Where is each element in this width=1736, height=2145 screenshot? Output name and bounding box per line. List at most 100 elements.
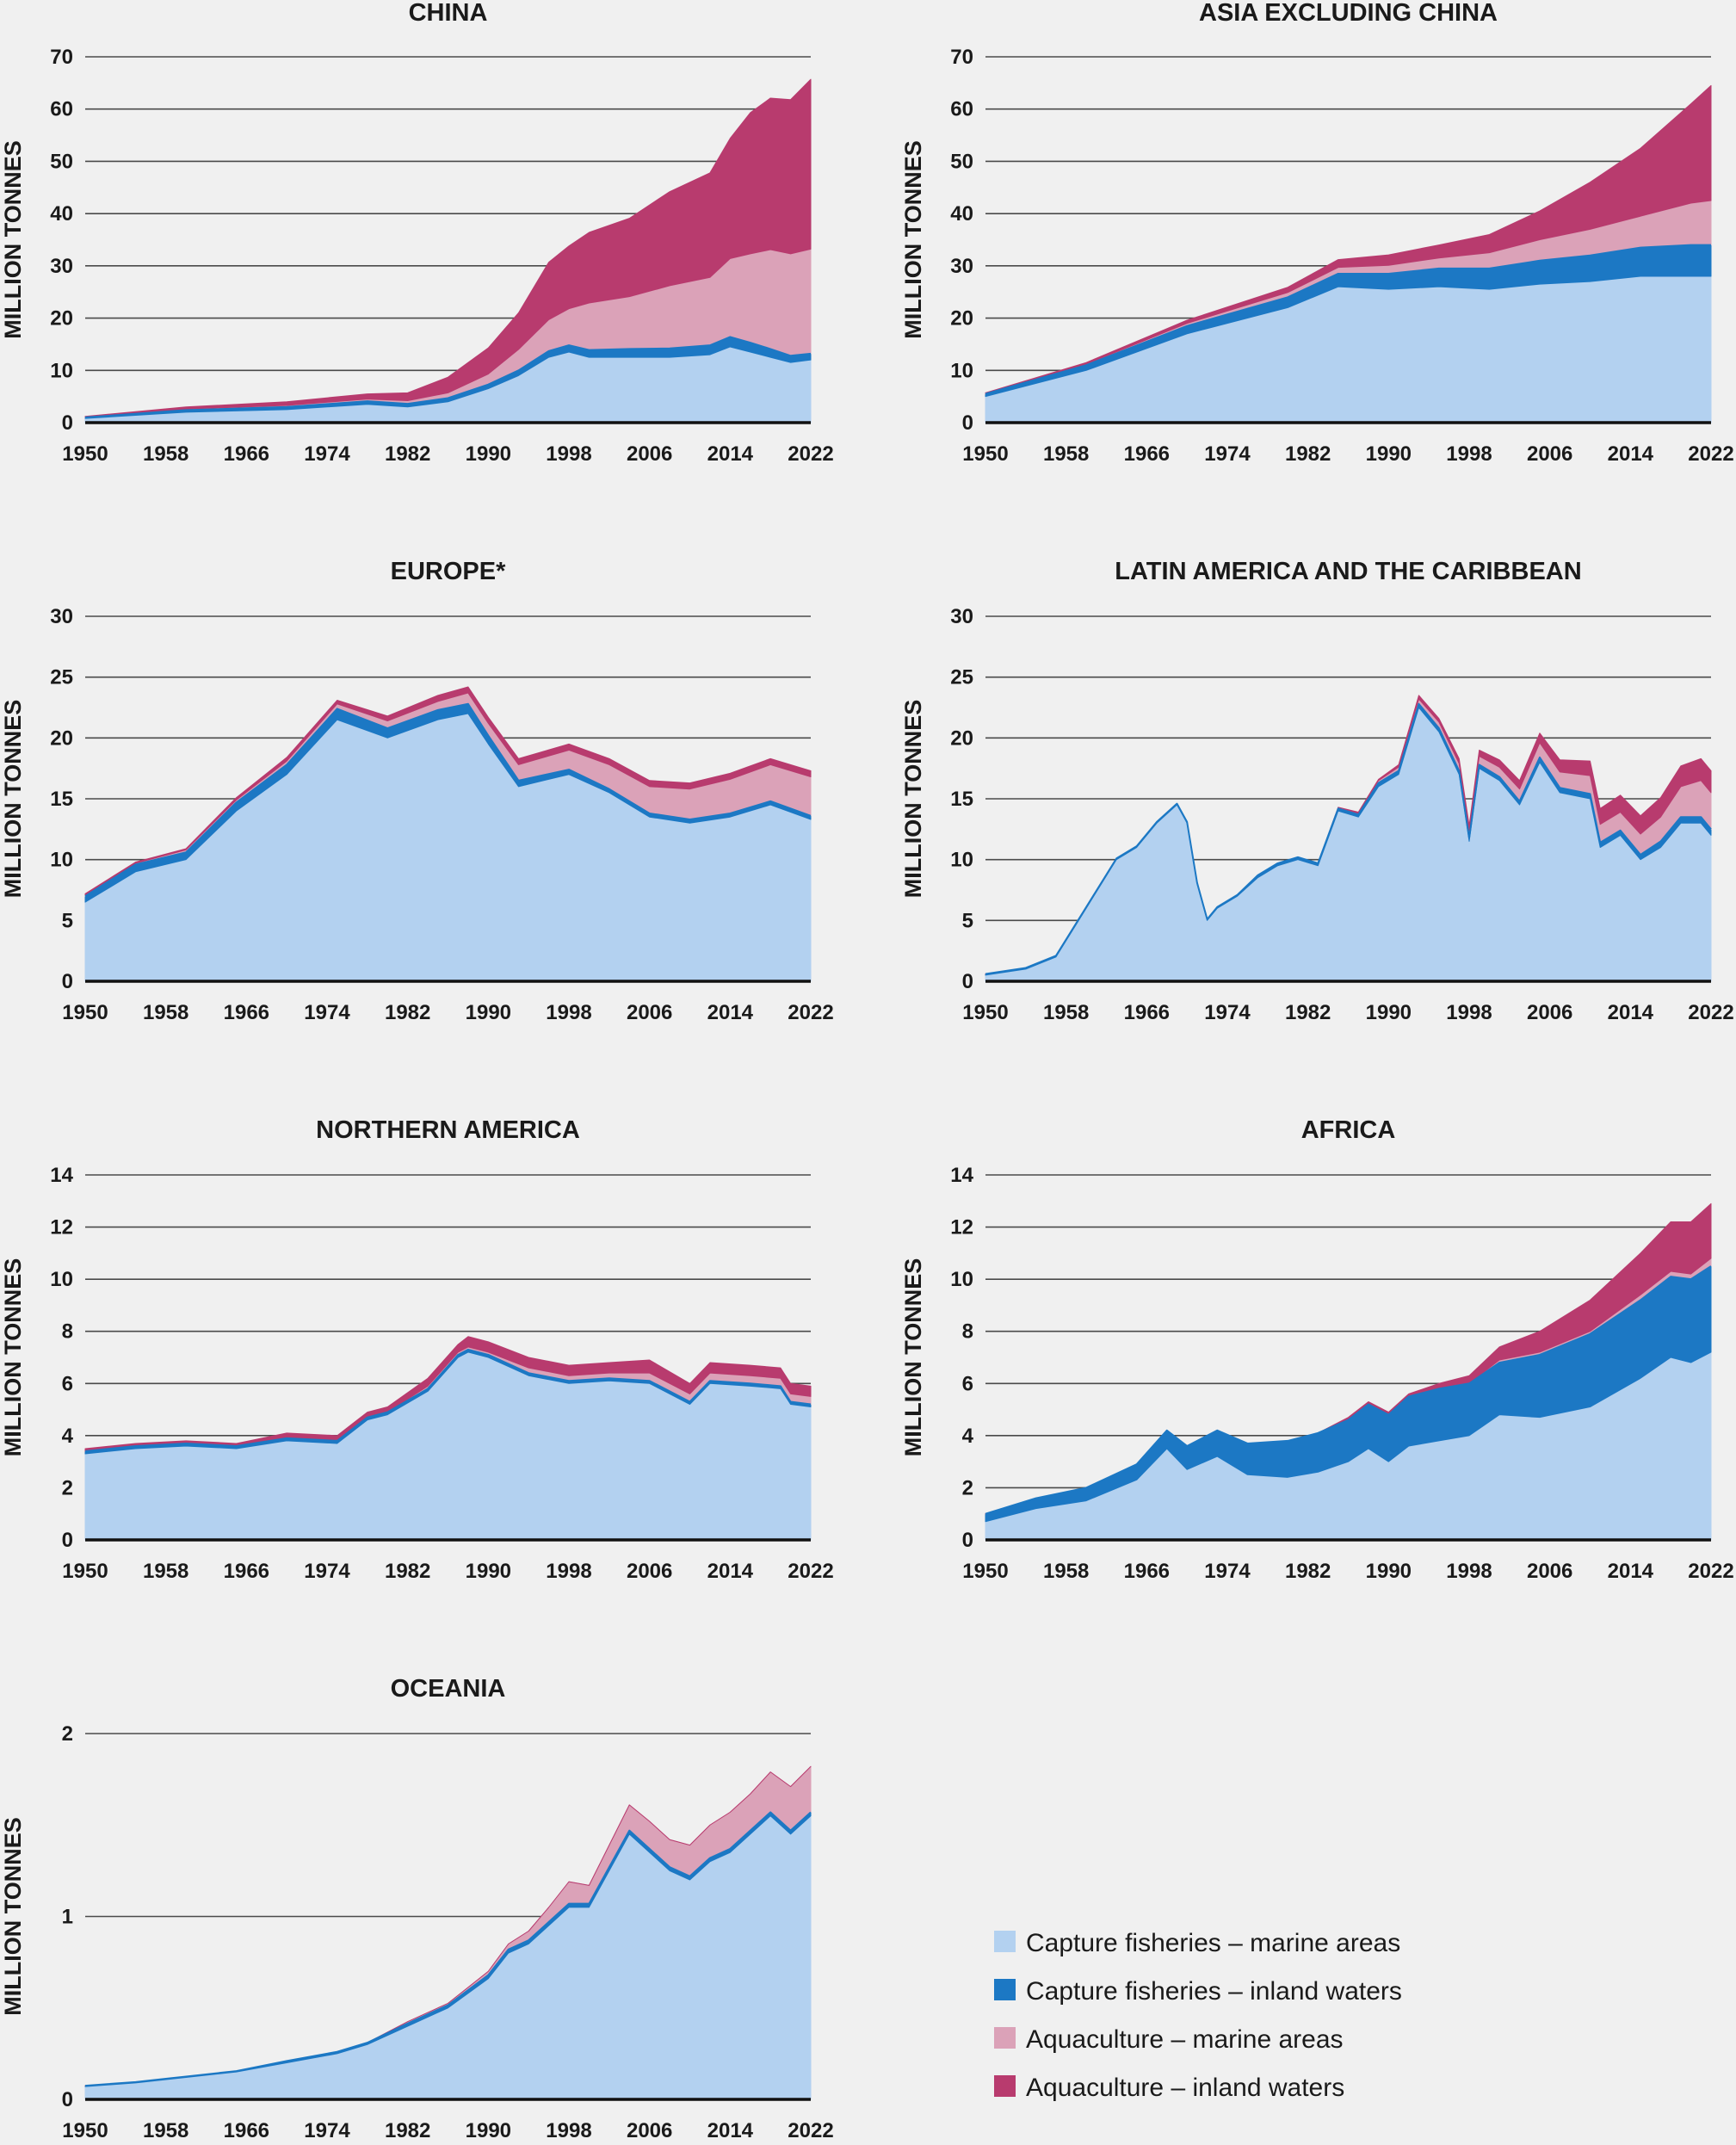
y-tick-label: 70 <box>50 46 73 69</box>
capture-total-line <box>84 1348 812 1453</box>
y-tick-label: 0 <box>62 1529 73 1552</box>
x-tick-label: 2006 <box>1527 1001 1572 1024</box>
legend-label-inland-capture: Capture fisheries – inland waters <box>1026 1977 1402 2006</box>
y-tick-label: 20 <box>50 726 73 750</box>
x-tick-label: 1958 <box>143 2119 188 2142</box>
x-tick-label: 1950 <box>62 2119 108 2142</box>
y-tick-label: 12 <box>950 1216 973 1239</box>
y-tick-label: 30 <box>50 605 73 628</box>
x-tick-label: 2022 <box>1688 442 1733 466</box>
y-axis-label: MILLION TONNES <box>0 1258 26 1457</box>
chart-title: AFRICA <box>1301 1116 1396 1144</box>
x-tick-label: 1950 <box>962 442 1008 466</box>
y-tick-label: 15 <box>950 788 973 811</box>
y-tick-label: 50 <box>950 150 973 173</box>
x-tick-label: 1950 <box>962 1560 1008 1583</box>
capture-total-line <box>985 1265 1712 1515</box>
x-tick-label: 2022 <box>788 442 833 466</box>
chart-oceania: OCEANIA MILLION TONNES 0 1 2 1950 1958 1966 1974… <box>0 1675 834 2142</box>
x-tick-label: 1974 <box>304 442 350 466</box>
y-tick-label: 4 <box>62 1425 74 1448</box>
y-tick-label: 20 <box>950 307 973 331</box>
x-tick-label: 1998 <box>546 2119 591 2142</box>
chart-latin-america-and-the-caribbean: LATIN AMERICA AND THE CARIBBEAN MILLION T… <box>900 558 1734 1024</box>
x-tick-label: 2014 <box>1608 442 1654 466</box>
area-marine-capture <box>985 275 1712 423</box>
y-tick-label: 6 <box>62 1372 73 1395</box>
x-tick-label: 1990 <box>1366 442 1412 466</box>
y-tick-label: 2 <box>962 1476 973 1499</box>
x-tick-label: 2014 <box>1608 1001 1654 1024</box>
legend-label-marine-aquaculture: Aquaculture – marine areas <box>1026 2025 1344 2054</box>
y-tick-label: 10 <box>50 849 73 872</box>
x-tick-label: 1998 <box>546 1560 591 1583</box>
x-tick-label: 2014 <box>707 442 754 466</box>
chart-northern-america: NORTHERN AMERICA MILLION TONNES 0 2 4 6 8 10 12 1… <box>0 1116 834 1583</box>
y-tick-label: 8 <box>962 1320 973 1344</box>
x-tick-label: 2022 <box>788 2119 833 2142</box>
y-tick-label: 15 <box>50 788 73 811</box>
x-tick-label: 2022 <box>1688 1001 1733 1024</box>
x-tick-label: 1966 <box>224 1001 269 1024</box>
y-tick-label: 40 <box>950 202 973 226</box>
y-tick-label: 5 <box>962 909 973 932</box>
capture-total-line <box>84 336 812 418</box>
x-tick-label: 1958 <box>1043 1001 1089 1024</box>
x-tick-label: 2022 <box>1688 1560 1733 1583</box>
chart-asia-excluding-china: ASIA EXCLUDING CHINA MILLION TONNES 0 10 20 3… <box>900 0 1734 466</box>
x-tick-label: 1982 <box>1285 1001 1331 1024</box>
x-tick-label: 1966 <box>224 442 269 466</box>
x-tick-label: 1974 <box>1204 442 1251 466</box>
area-inland-aquaculture <box>84 686 812 896</box>
y-tick-label: 0 <box>962 970 973 993</box>
legend-label-marine-capture: Capture fisheries – marine areas <box>1026 1929 1400 1957</box>
y-tick-label: 60 <box>950 98 973 121</box>
y-tick-label: 70 <box>950 46 973 69</box>
y-tick-label: 25 <box>50 666 73 689</box>
area-inland-aquaculture <box>84 1765 812 2086</box>
chart-legend: Capture fisheries – marine areas Capture… <box>994 1929 1402 2102</box>
capture-total-line <box>985 244 1711 395</box>
chart-title: ASIA EXCLUDING CHINA <box>1199 0 1498 27</box>
x-tick-label: 1998 <box>1446 1560 1492 1583</box>
x-tick-label: 1998 <box>1446 442 1492 466</box>
y-axis-label: MILLION TONNES <box>0 140 26 339</box>
x-tick-label: 1998 <box>1446 1001 1492 1024</box>
x-tick-label: 1958 <box>1043 1560 1089 1583</box>
y-tick-label: 1 <box>62 1906 73 1929</box>
chart-europe: EUROPE* MILLION TONNES 0 5 10 15 20 25 30 1950 195… <box>0 558 834 1024</box>
x-tick-label: 1966 <box>224 2119 269 2142</box>
y-axis-label: MILLION TONNES <box>900 700 926 899</box>
x-tick-label: 2006 <box>627 2119 672 2142</box>
x-tick-label: 1974 <box>304 1560 350 1583</box>
y-tick-label: 50 <box>50 150 73 173</box>
x-tick-label: 2014 <box>707 2119 754 2142</box>
y-tick-label: 30 <box>950 255 973 278</box>
y-tick-label: 4 <box>962 1425 974 1448</box>
x-tick-label: 2022 <box>788 1001 833 1024</box>
x-tick-label: 2006 <box>627 442 672 466</box>
y-tick-label: 30 <box>950 605 973 628</box>
capture-total-line <box>84 702 812 897</box>
y-tick-label: 10 <box>950 1268 973 1291</box>
x-tick-label: 1958 <box>1043 442 1089 466</box>
y-tick-label: 10 <box>50 359 73 382</box>
x-tick-label: 1950 <box>62 442 108 466</box>
area-inland-aquaculture <box>985 84 1712 394</box>
y-tick-label: 6 <box>962 1372 973 1395</box>
y-axis-label: MILLION TONNES <box>0 1817 26 2016</box>
chart-china: CHINA MILLION TONNES 0 10 20 30 40 50 60 70 1950 19… <box>0 0 834 466</box>
legend-swatch-marine-aquaculture <box>994 2027 1016 2049</box>
y-tick-label: 12 <box>50 1216 73 1239</box>
x-tick-label: 1990 <box>466 2119 511 2142</box>
x-tick-label: 1998 <box>546 442 591 466</box>
x-tick-label: 1990 <box>466 442 511 466</box>
y-tick-label: 10 <box>50 1268 73 1291</box>
y-tick-label: 0 <box>962 411 973 435</box>
x-tick-label: 1950 <box>62 1560 108 1583</box>
x-tick-label: 1990 <box>1366 1001 1412 1024</box>
x-tick-label: 1982 <box>385 442 430 466</box>
y-tick-label: 10 <box>950 359 973 382</box>
capture-total-line <box>985 702 1712 975</box>
x-tick-label: 1974 <box>304 2119 350 2142</box>
